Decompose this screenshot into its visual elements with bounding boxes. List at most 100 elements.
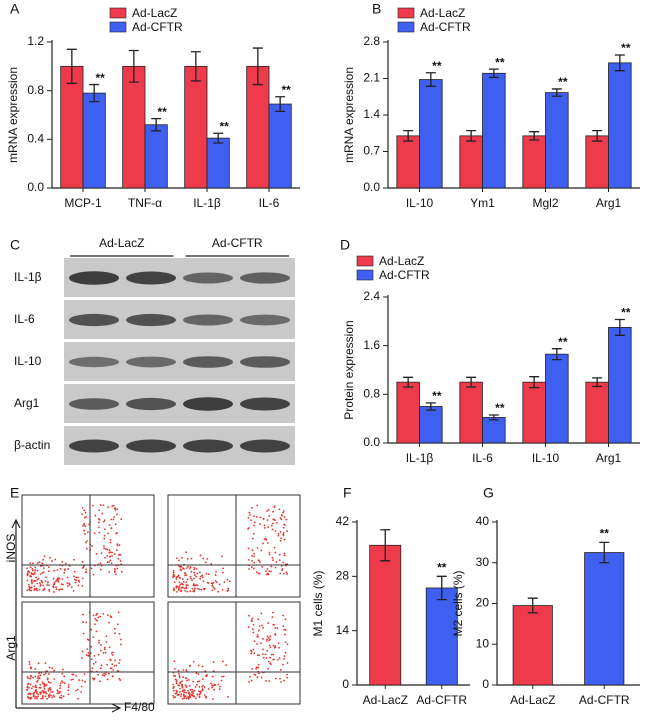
flow-dot (206, 557, 209, 560)
flow-dot (195, 683, 198, 686)
flow-dot (179, 695, 182, 698)
flow-x-label: F4/80 (124, 700, 155, 714)
flow-dot (193, 689, 196, 692)
flow-dot (248, 680, 250, 683)
flow-dot (81, 650, 84, 653)
error-bar (213, 132, 224, 144)
flow-dot (42, 558, 45, 561)
flow-dot (274, 530, 277, 532)
flow-dot (28, 686, 30, 689)
flow-dot (85, 621, 88, 624)
flow-dot (41, 697, 44, 700)
x-tick-label: IL-10 (406, 196, 434, 210)
flow-dot (32, 695, 35, 698)
flow-dot (263, 527, 266, 529)
y-tick-label: 10 (476, 636, 490, 650)
flow-dot (172, 573, 175, 576)
flow-dot (215, 570, 217, 573)
flow-dot (48, 693, 51, 696)
flow-dot (188, 684, 191, 687)
flow-dot (283, 655, 286, 658)
flow-dot (253, 652, 256, 655)
flow-dot (56, 569, 59, 571)
flow-dot (184, 695, 187, 698)
blot-row-label: IL-6 (14, 312, 35, 326)
flow-dot (215, 581, 218, 583)
flow-dot (178, 672, 180, 675)
flow-dot (181, 685, 184, 688)
flow-dot (175, 682, 178, 685)
flow-dot (99, 568, 102, 571)
significance-label: ** (621, 306, 631, 320)
flow-dot (40, 579, 43, 582)
flow-dot (193, 583, 195, 585)
flow-dot (39, 674, 42, 677)
bar (482, 72, 506, 189)
flow-dot (254, 673, 257, 676)
flow-dot (192, 584, 195, 587)
flow-dot (93, 677, 96, 680)
flow-dot (195, 567, 198, 570)
flow-dot (104, 556, 107, 559)
flow-dot (111, 551, 113, 554)
flow-dot (80, 685, 83, 688)
flow-dot (182, 689, 185, 692)
flow-dot (262, 648, 264, 651)
flow-dot (281, 568, 284, 570)
flow-dot (37, 662, 40, 665)
flow-dot (261, 624, 263, 627)
flow-dot (189, 695, 191, 698)
flow-dot (103, 545, 105, 548)
flow-dot (194, 584, 197, 587)
flow-dot (73, 558, 75, 561)
flow-dot (92, 636, 95, 639)
flow-dot (86, 531, 89, 533)
flow-dot (99, 667, 102, 670)
error-bar (252, 47, 263, 86)
blot-band (183, 272, 233, 284)
flow-dot (258, 672, 260, 675)
flow-dot (103, 547, 106, 550)
flow-dot (52, 577, 55, 580)
flow-dot (211, 675, 214, 678)
flow-dot (198, 588, 201, 591)
flow-dot (108, 561, 111, 563)
flow-dot (265, 657, 268, 659)
flow-dot (104, 651, 107, 654)
y-tick-label: 2.1 (363, 71, 380, 85)
flow-dot (189, 567, 191, 570)
flow-dot (47, 570, 50, 573)
flow-dot (178, 675, 181, 677)
flow-dot (120, 643, 122, 646)
flow-dot (179, 584, 182, 586)
flow-frame (167, 601, 301, 705)
flow-dot (99, 680, 101, 683)
flow-dot (60, 583, 63, 586)
flow-dot (256, 504, 259, 507)
flow-dot (27, 696, 30, 699)
flow-dot (113, 627, 116, 630)
flow-dot (37, 693, 40, 696)
panel-label: A (10, 1, 20, 17)
flow-dot (34, 686, 37, 689)
flow-dot (31, 582, 33, 585)
error-bar (466, 376, 477, 388)
flow-dot (280, 681, 282, 683)
flow-dot (257, 559, 260, 562)
flow-dot (46, 697, 49, 700)
flow-dot (33, 691, 36, 694)
flow-dot (55, 588, 58, 591)
flow-dot (47, 694, 50, 697)
flow-dot (202, 580, 205, 583)
flow-dot (266, 567, 269, 570)
flow-dot (277, 532, 280, 535)
flow-dot (228, 580, 231, 583)
legend-label: Ad-LacZ (132, 6, 177, 20)
bar (369, 544, 402, 686)
flow-dot (184, 572, 187, 574)
significance-label: ** (558, 335, 568, 349)
flow-dot (85, 568, 88, 571)
flow-dot (66, 582, 69, 584)
flow-dot (181, 578, 184, 581)
flow-dot (93, 532, 96, 535)
